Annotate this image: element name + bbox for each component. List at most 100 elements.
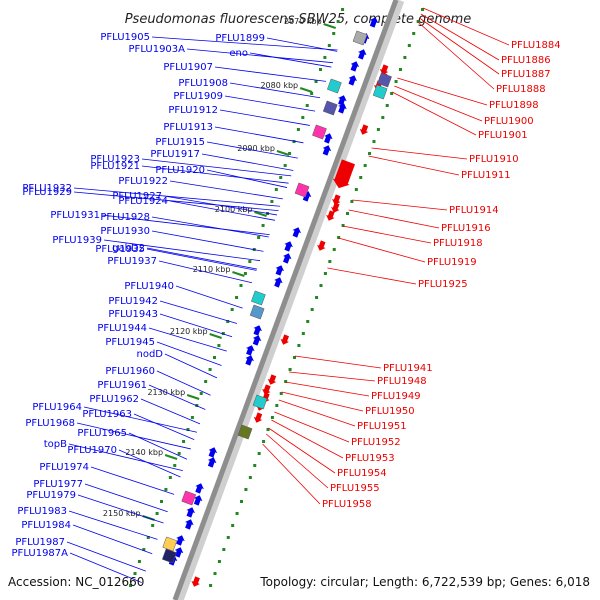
minor-tick bbox=[222, 548, 226, 551]
leader-line-forward bbox=[206, 141, 298, 159]
leader-line-forward bbox=[128, 432, 188, 460]
gene-label-forward: PFLU1987 bbox=[15, 537, 65, 548]
reverse-gene-arrow bbox=[326, 210, 335, 221]
leader-line-forward bbox=[133, 413, 195, 440]
gene-label-forward: PFLU1937 bbox=[107, 256, 157, 267]
minor-tick bbox=[146, 536, 150, 539]
leader-line-reverse bbox=[271, 419, 344, 459]
minor-tick bbox=[253, 464, 257, 467]
minor-tick bbox=[319, 284, 323, 287]
gene-label-reverse: PFLU1901 bbox=[478, 130, 528, 141]
reverse-gene-arrow bbox=[379, 64, 389, 75]
leader-line-forward bbox=[141, 165, 289, 184]
minor-tick bbox=[283, 164, 287, 167]
leader-line-reverse bbox=[422, 7, 510, 46]
gene-label-reverse: PFLU1950 bbox=[365, 406, 415, 417]
kbp-ticks: 2070 kbp 2080 kbp 2090 kbp 2100 kbp 2110 kbp… bbox=[103, 17, 337, 521]
gene-label-forward: PFLU1909 bbox=[173, 91, 223, 102]
leader-line-reverse bbox=[419, 17, 500, 75]
minor-tick bbox=[336, 20, 340, 23]
minor-tick bbox=[217, 344, 221, 347]
major-tick bbox=[164, 454, 178, 460]
leader-line-forward bbox=[140, 398, 201, 425]
major-tick bbox=[209, 333, 222, 339]
minor-tick bbox=[306, 320, 310, 323]
tick-track-right bbox=[209, 8, 425, 587]
gene-label-forward: PFLU1960 bbox=[105, 366, 155, 377]
minor-tick bbox=[137, 560, 141, 563]
leader-line-forward bbox=[159, 300, 238, 324]
leader-line-reverse bbox=[348, 209, 440, 229]
minor-tick bbox=[213, 572, 217, 575]
forward-gene-arrow bbox=[348, 75, 357, 86]
gene-label-reverse: PFLU1919 bbox=[427, 257, 477, 268]
leader-line-forward bbox=[156, 370, 211, 396]
gene-label-forward: PFLU1984 bbox=[21, 520, 71, 531]
leader-line-forward bbox=[159, 313, 233, 338]
gene-label-forward: gabD2 bbox=[112, 243, 145, 254]
forward-gene-arrow bbox=[207, 457, 217, 468]
leader-line-forward bbox=[169, 200, 276, 221]
gene-block bbox=[252, 394, 268, 410]
forward-gene-arrow bbox=[176, 535, 185, 546]
leader-line-reverse bbox=[371, 147, 468, 160]
minor-tick bbox=[323, 272, 327, 275]
minor-tick bbox=[248, 260, 252, 263]
major-tick bbox=[232, 271, 245, 277]
gene-label-forward: PFLU1928 bbox=[100, 212, 150, 223]
gene-label-forward: PFLU1929 bbox=[22, 187, 72, 198]
minor-tick bbox=[177, 452, 181, 455]
gene-block bbox=[377, 72, 392, 88]
gene-block bbox=[249, 304, 265, 320]
gene-block bbox=[181, 490, 197, 506]
reverse-gene-arrow bbox=[262, 384, 271, 395]
minor-tick bbox=[186, 428, 190, 431]
leader-line-forward bbox=[249, 52, 332, 68]
leader-line-forward bbox=[141, 158, 292, 177]
forward-gene-arrow bbox=[208, 447, 218, 458]
forward-gene-arrow bbox=[324, 133, 333, 144]
reverse-gene-arrow bbox=[267, 374, 277, 385]
gene-label-forward: PFLU1899 bbox=[215, 33, 265, 44]
minor-tick bbox=[231, 524, 235, 527]
gene-label-forward: PFLU1903A bbox=[129, 44, 186, 55]
minor-tick bbox=[173, 464, 177, 467]
leader-line-forward bbox=[214, 66, 327, 82]
major-tick bbox=[323, 23, 337, 29]
gene-label-forward: PFLU1977 bbox=[33, 479, 83, 490]
minor-tick bbox=[345, 212, 349, 215]
leader-line-forward bbox=[68, 443, 183, 472]
gene-block bbox=[352, 30, 368, 46]
gene-label-reverse: PFLU1918 bbox=[433, 238, 483, 249]
minor-tick bbox=[327, 44, 331, 47]
minor-tick bbox=[421, 8, 425, 11]
gene-label-reverse: PFLU1951 bbox=[357, 421, 407, 432]
leader-line-forward bbox=[206, 169, 288, 188]
forward-gene-arrow bbox=[369, 17, 379, 28]
gene-label-forward: PFLU1970 bbox=[67, 445, 117, 456]
reverse-gene-labels: PFLU1884 PFLU1886 PFLU1887 PFLU1888 PFLU1898… bbox=[322, 40, 561, 510]
minor-tick bbox=[261, 224, 265, 227]
minor-tick bbox=[239, 284, 243, 287]
forward-gene-arrow bbox=[274, 277, 283, 288]
gene-label-forward: PFLU1930 bbox=[100, 226, 150, 237]
leader-line-forward bbox=[151, 36, 338, 51]
minor-tick bbox=[288, 368, 292, 371]
minor-tick bbox=[376, 128, 380, 131]
forward-gene-arrow bbox=[292, 227, 301, 238]
gene-label-forward: PFLU1908 bbox=[178, 78, 228, 89]
minor-tick bbox=[292, 356, 296, 359]
reverse-gene-arrow bbox=[253, 412, 263, 423]
minor-tick bbox=[328, 260, 332, 263]
minor-tick bbox=[217, 560, 221, 563]
gene-label-forward: PFLU1979 bbox=[26, 490, 76, 501]
minor-tick bbox=[354, 188, 358, 191]
gene-label-reverse: PFLU1952 bbox=[351, 437, 401, 448]
gene-label-reverse: PFLU1914 bbox=[449, 205, 499, 216]
minor-tick bbox=[240, 500, 243, 503]
leader-line-forward bbox=[77, 494, 164, 524]
leader-line-reverse bbox=[266, 433, 329, 489]
gene-label-forward: PFLU1943 bbox=[108, 309, 158, 320]
gene-label-forward: PFLU1987A bbox=[12, 548, 69, 559]
leader-line-forward bbox=[148, 384, 206, 410]
